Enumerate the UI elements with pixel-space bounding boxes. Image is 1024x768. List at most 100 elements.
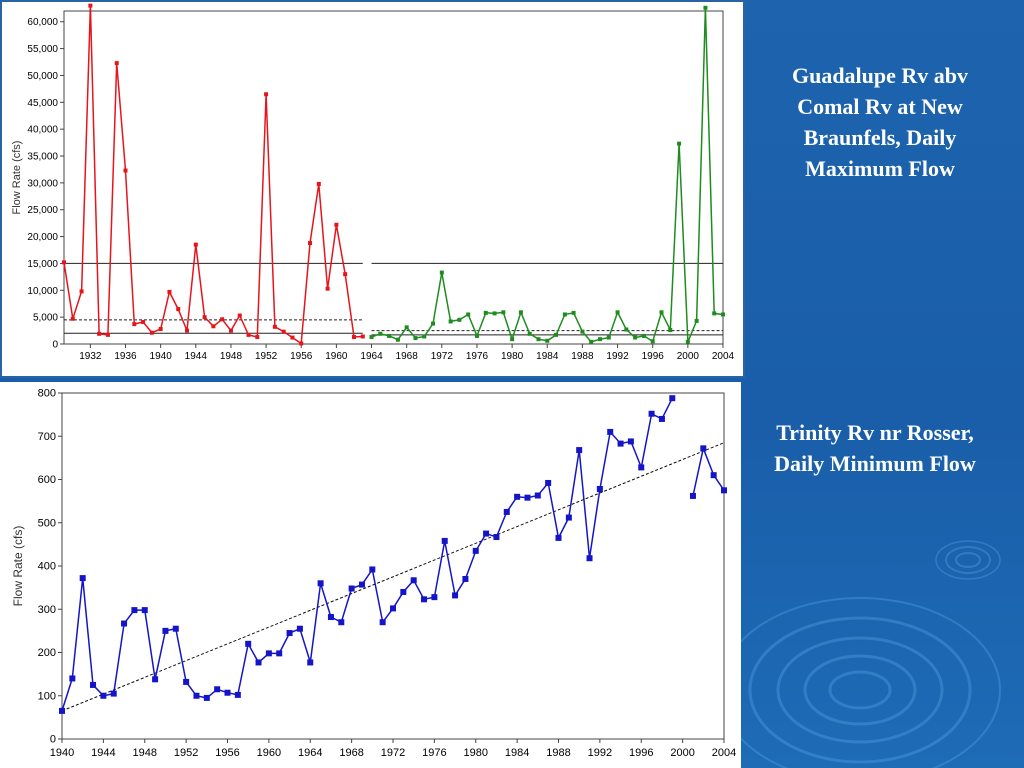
x-tick-label: 1940 <box>150 351 173 362</box>
data-point <box>617 440 624 447</box>
plot-area-frame <box>63 10 724 345</box>
data-point <box>211 324 216 329</box>
data-point <box>689 492 696 499</box>
series-line <box>63 5 363 345</box>
data-point <box>703 5 708 10</box>
x-tick-label: 2000 <box>670 747 694 759</box>
data-point <box>439 270 444 275</box>
y-tick-label: 200 <box>38 647 56 659</box>
x-tick-label: 1976 <box>422 747 446 759</box>
data-point <box>286 630 293 637</box>
data-point <box>193 692 200 699</box>
data-point <box>358 581 365 588</box>
data-point <box>132 322 137 327</box>
x-tick-label: 1992 <box>606 351 629 362</box>
x-tick-label: 1964 <box>298 747 322 759</box>
x-tick-label: 1968 <box>339 747 363 759</box>
data-point <box>59 707 65 714</box>
data-point <box>110 690 117 697</box>
y-axis-title: Flow Rate (cfs) <box>11 526 25 607</box>
data-point <box>79 289 84 294</box>
data-point <box>327 614 334 621</box>
data-point <box>265 650 272 657</box>
y-tick-label: 30,000 <box>27 178 58 189</box>
data-point <box>149 330 154 335</box>
data-point <box>501 310 506 315</box>
data-point <box>152 676 159 683</box>
data-point <box>404 325 409 330</box>
y-tick-label: 20,000 <box>27 232 58 243</box>
x-tick-label: 1988 <box>571 351 594 362</box>
data-point <box>627 438 634 445</box>
data-point <box>685 339 690 344</box>
data-point <box>462 575 469 582</box>
y-tick-label: 10,000 <box>27 286 58 297</box>
data-point <box>710 472 717 479</box>
data-point <box>457 317 462 322</box>
data-point <box>255 335 260 340</box>
x-tick-label: 1988 <box>546 747 570 759</box>
data-point <box>379 619 386 626</box>
x-tick-label: 1956 <box>215 747 239 759</box>
x-tick-label: 1948 <box>220 351 243 362</box>
x-tick-label: 1996 <box>629 747 653 759</box>
data-point <box>589 339 594 344</box>
data-point <box>193 242 198 247</box>
data-point <box>296 625 303 632</box>
x-tick-label: 1952 <box>255 351 278 362</box>
data-point <box>88 3 93 8</box>
trend-line <box>61 442 725 712</box>
data-point <box>172 625 179 632</box>
data-point <box>606 335 611 340</box>
y-tick-label: 35,000 <box>27 152 58 163</box>
y-tick-label: 300 <box>38 604 56 616</box>
y-tick-label: 5,000 <box>33 313 58 324</box>
data-point <box>555 534 562 541</box>
x-tick-label: 1976 <box>466 351 489 362</box>
chart-panel-trinity: 0 100 200 300 400 500 600 700 800 1940 1944 1948 195… <box>0 382 741 768</box>
x-tick-label: 2004 <box>712 747 736 759</box>
data-point <box>351 335 356 340</box>
data-point <box>325 286 330 291</box>
data-point <box>276 650 283 657</box>
data-point <box>228 328 233 333</box>
data-point <box>183 678 190 685</box>
chart-panel-guadalupe: 0 5,000 10,000 15,000 20,000 25,000 30,000 35,0… <box>0 0 745 378</box>
data-point <box>410 577 417 584</box>
data-point <box>700 445 707 452</box>
data-point <box>638 464 645 471</box>
data-point <box>669 395 676 402</box>
data-point <box>571 310 576 315</box>
y-tick-label: 100 <box>38 690 56 702</box>
y-tick-label: 25,000 <box>27 205 58 216</box>
x-tick-label: 1960 <box>325 351 348 362</box>
data-point <box>167 289 172 294</box>
data-point <box>202 315 207 320</box>
x-tick-label: 2000 <box>677 351 700 362</box>
x-tick-label: 1944 <box>91 747 115 759</box>
y-tick-label: 0 <box>50 734 56 746</box>
data-point <box>534 492 541 499</box>
data-point <box>390 605 396 612</box>
data-point <box>378 331 383 336</box>
data-point <box>503 508 510 515</box>
data-point <box>316 181 321 186</box>
series-line <box>61 397 673 712</box>
data-point <box>431 321 436 326</box>
data-point <box>387 333 392 338</box>
data-point <box>615 310 620 315</box>
data-point <box>299 341 304 346</box>
data-point <box>369 335 374 340</box>
data-point <box>596 486 603 493</box>
data-point <box>317 580 324 587</box>
data-point <box>650 339 655 344</box>
data-point <box>360 334 365 339</box>
data-point <box>343 272 348 277</box>
y-axis-title: Flow Rate (cfs) <box>11 141 23 215</box>
data-point <box>721 487 727 494</box>
x-tick-label: 1972 <box>381 747 405 759</box>
data-point <box>677 141 682 146</box>
data-point <box>105 332 110 337</box>
data-point <box>658 415 665 422</box>
data-point <box>448 319 453 324</box>
